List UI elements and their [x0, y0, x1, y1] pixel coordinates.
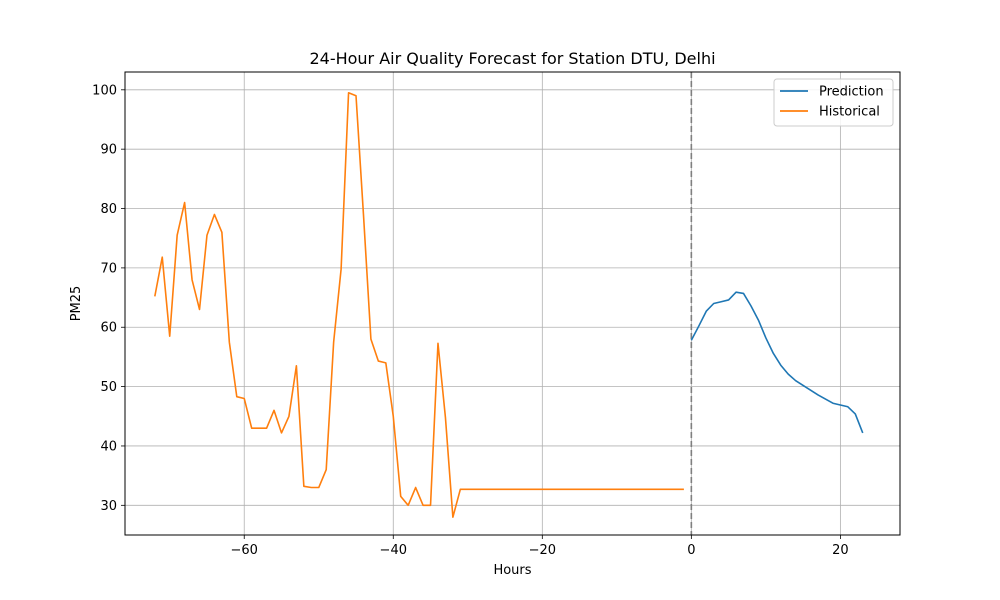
x-tick-label: −20 [529, 543, 556, 558]
y-tick-label: 30 [100, 499, 117, 514]
grid-lines [125, 72, 900, 535]
legend-label: Prediction [819, 85, 884, 100]
x-tick-label: −40 [380, 543, 407, 558]
x-tick-label: 20 [832, 543, 849, 558]
y-tick-label: 60 [100, 321, 117, 336]
plot-area-frame [124, 71, 901, 536]
y-tick-label: 100 [92, 83, 117, 98]
x-axis-label: Hours [493, 563, 531, 578]
series-line-historical [154, 91, 684, 518]
y-tick-label: 50 [100, 380, 117, 395]
series-line-prediction [690, 291, 864, 434]
tick-layer: −60 −40 −20 0 20 30 40 50 60 70 80 90 100 [92, 83, 848, 558]
x-tick-label: 0 [687, 543, 695, 558]
x-tick-label: −60 [231, 543, 258, 558]
legend-label: Historical [819, 105, 880, 120]
y-tick-label: 80 [100, 202, 117, 217]
y-tick-label: 70 [100, 261, 117, 276]
y-tick-label: 90 [100, 143, 117, 158]
legend: Prediction Historical [773, 78, 894, 127]
y-tick-label: 40 [100, 439, 117, 454]
series-layer [154, 91, 864, 518]
chart-title: 24-Hour Air Quality Forecast for Station… [309, 49, 715, 68]
y-axis-label: PM25 [69, 286, 84, 322]
